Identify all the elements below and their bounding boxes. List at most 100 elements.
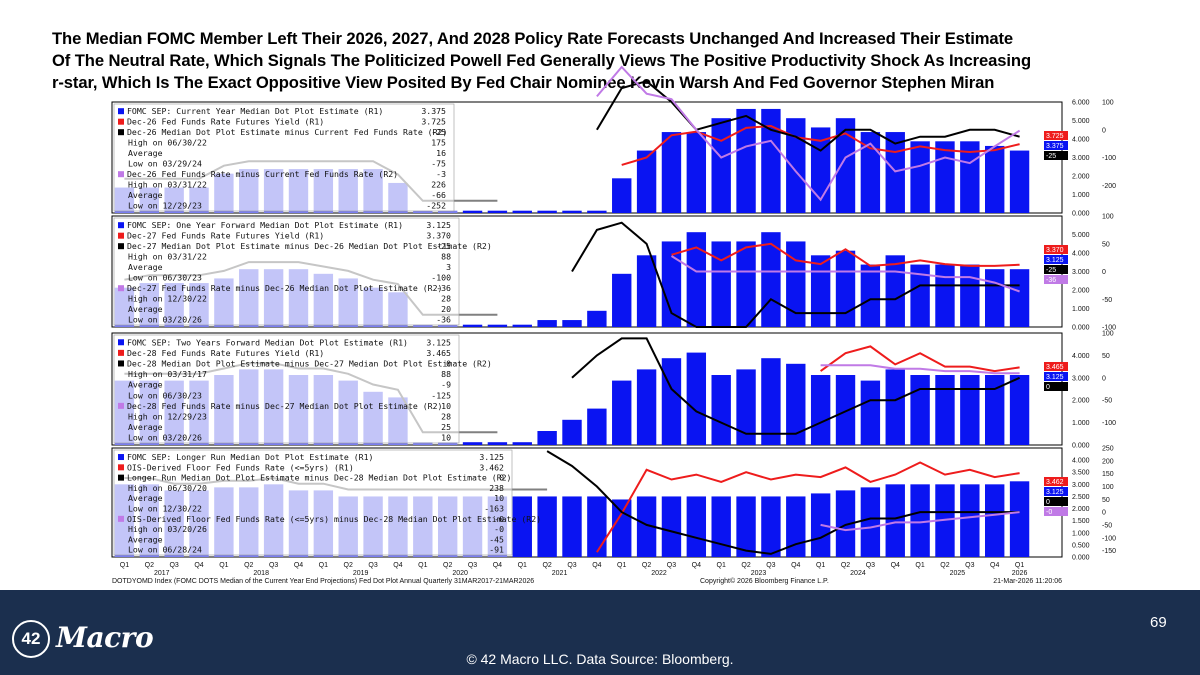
- r1-tick-label: 0.000: [1072, 325, 1090, 332]
- last-value-text: 3.465: [1046, 364, 1064, 371]
- timestamp: 21-Mar-2026 11:20:06: [993, 578, 1062, 585]
- bar: [537, 431, 557, 445]
- legend-label: Average: [128, 422, 163, 432]
- bar: [437, 210, 458, 213]
- bar: [910, 484, 930, 557]
- x-quarter-label: Q3: [567, 562, 576, 569]
- bar: [736, 369, 756, 445]
- last-value-text: 3.125: [1046, 257, 1064, 264]
- legend-value: -25: [436, 241, 451, 251]
- legend-label: High on 06/30/22: [128, 138, 207, 148]
- x-quarter-label: Q1: [418, 562, 427, 569]
- x-quarter-label: Q4: [891, 562, 900, 569]
- slide-title: The Median FOMC Member Left Their 2026, …: [52, 29, 1031, 92]
- x-year-label: 2020: [452, 570, 468, 577]
- page-number: 69: [1150, 614, 1167, 631]
- legend-label: FOMC SEP: Current Year Median Dot Plot E…: [127, 106, 383, 116]
- x-quarter-label: Q2: [741, 562, 750, 569]
- legend-box: FOMC SEP: Two Years Forward Median Dot P…: [113, 334, 492, 444]
- legend-marker: [118, 454, 124, 461]
- legend-marker: [118, 118, 124, 125]
- x-year-label: 2025: [950, 570, 966, 577]
- bar: [413, 442, 433, 445]
- bar: [587, 210, 607, 213]
- legend-marker: [118, 339, 124, 346]
- legend-value: -36: [436, 315, 451, 325]
- x-quarter-label: Q1: [120, 562, 129, 569]
- last-value-text: 3.462: [1046, 479, 1064, 486]
- bar: [413, 324, 433, 327]
- bar: [835, 250, 856, 327]
- bar: [462, 210, 483, 213]
- x-quarter-label: Q3: [468, 562, 477, 569]
- bar: [661, 496, 682, 557]
- bar: [1009, 269, 1030, 327]
- legend-value: 88: [441, 369, 451, 379]
- legend-value: 10: [441, 401, 451, 411]
- bar: [636, 150, 657, 213]
- legend-box: FOMC SEP: One Year Forward Median Dot Pl…: [113, 217, 492, 326]
- bar: [835, 375, 856, 445]
- r2-tick-label: 250: [1102, 446, 1114, 453]
- legend-label: Low on 12/29/23: [128, 201, 202, 211]
- legend-marker: [118, 243, 124, 250]
- bar: [562, 496, 582, 557]
- r2-tick-label: -100: [1102, 155, 1116, 162]
- last-value-text: 3.125: [1046, 374, 1064, 381]
- r1-tick-label: 4.000: [1072, 251, 1090, 258]
- series-line: [596, 65, 1021, 202]
- x-quarter-label: Q1: [1015, 562, 1024, 569]
- bar: [686, 132, 707, 213]
- legend-marker: [118, 222, 124, 229]
- legend-box: FOMC SEP: Longer Run Median Dot Plot Est…: [113, 449, 541, 556]
- legend-label: High on 06/30/20: [128, 483, 207, 493]
- legend-label: Dec-28 Median Dot Plot Estimate minus De…: [127, 358, 492, 368]
- legend-label: Low on 06/30/23: [128, 273, 202, 283]
- legend-label: Average: [128, 190, 163, 200]
- last-value-tag: [1044, 497, 1068, 506]
- legend-label: High on 03/20/26: [128, 524, 207, 534]
- bar: [562, 419, 582, 445]
- legend-value: -0: [494, 524, 504, 534]
- legend-marker: [118, 171, 124, 178]
- r1-tick-label: 0.000: [1072, 555, 1090, 562]
- legend-label: High on 12/30/22: [128, 294, 207, 304]
- legend-label: Low on 03/20/26: [128, 315, 202, 325]
- x-year-label: 2017: [154, 570, 170, 577]
- x-quarter-label: Q2: [940, 562, 949, 569]
- last-value-text: -36: [1046, 277, 1056, 284]
- last-value-text: 3.370: [1046, 247, 1064, 254]
- legend-label: Low on 06/30/23: [128, 390, 202, 400]
- x-quarter-label: Q4: [194, 562, 203, 569]
- series-line: [671, 242, 1020, 267]
- x-quarter-label: Q3: [766, 562, 775, 569]
- legend-label: FOMC SEP: One Year Forward Median Dot Pl…: [127, 220, 403, 230]
- r2-tick-label: 100: [1102, 214, 1114, 221]
- legend-value: 28: [441, 411, 451, 421]
- r1-tick-label: 3.500: [1072, 470, 1090, 477]
- legend-value: 3.375: [421, 106, 446, 116]
- bar: [935, 141, 955, 213]
- r1-tick-label: 3.000: [1072, 155, 1090, 162]
- x-quarter-label: Q3: [866, 562, 875, 569]
- legend-marker: [118, 285, 124, 292]
- bar: [761, 358, 781, 445]
- x-quarter-label: Q2: [145, 562, 154, 569]
- x-quarter-label: Q1: [319, 562, 328, 569]
- fomc-dot-plot-chart: FOMC SEP: Current Year Median Dot Plot E…: [111, 65, 1116, 585]
- legend-value: -36: [436, 283, 451, 293]
- r2-tick-label: 50: [1102, 353, 1110, 360]
- r1-tick-label: 4.000: [1072, 353, 1090, 360]
- bar: [512, 496, 532, 557]
- r1-tick-label: 0.500: [1072, 542, 1090, 549]
- x-quarter-label: Q3: [667, 562, 676, 569]
- legend-label: Longer Run Median Dot Plot Estimate minu…: [127, 473, 512, 483]
- bar: [413, 210, 433, 213]
- r2-tick-label: 100: [1102, 100, 1114, 107]
- bar: [487, 324, 508, 327]
- bloomberg-copyright: Copyright© 2026 Bloomberg Finance L.P.: [700, 577, 829, 585]
- legend-label: Dec-28 Fed Funds Rate Futures Yield (R1): [127, 348, 324, 358]
- bar: [736, 241, 756, 327]
- last-value-text: -0: [1046, 509, 1052, 516]
- r2-tick-label: 100: [1102, 484, 1114, 491]
